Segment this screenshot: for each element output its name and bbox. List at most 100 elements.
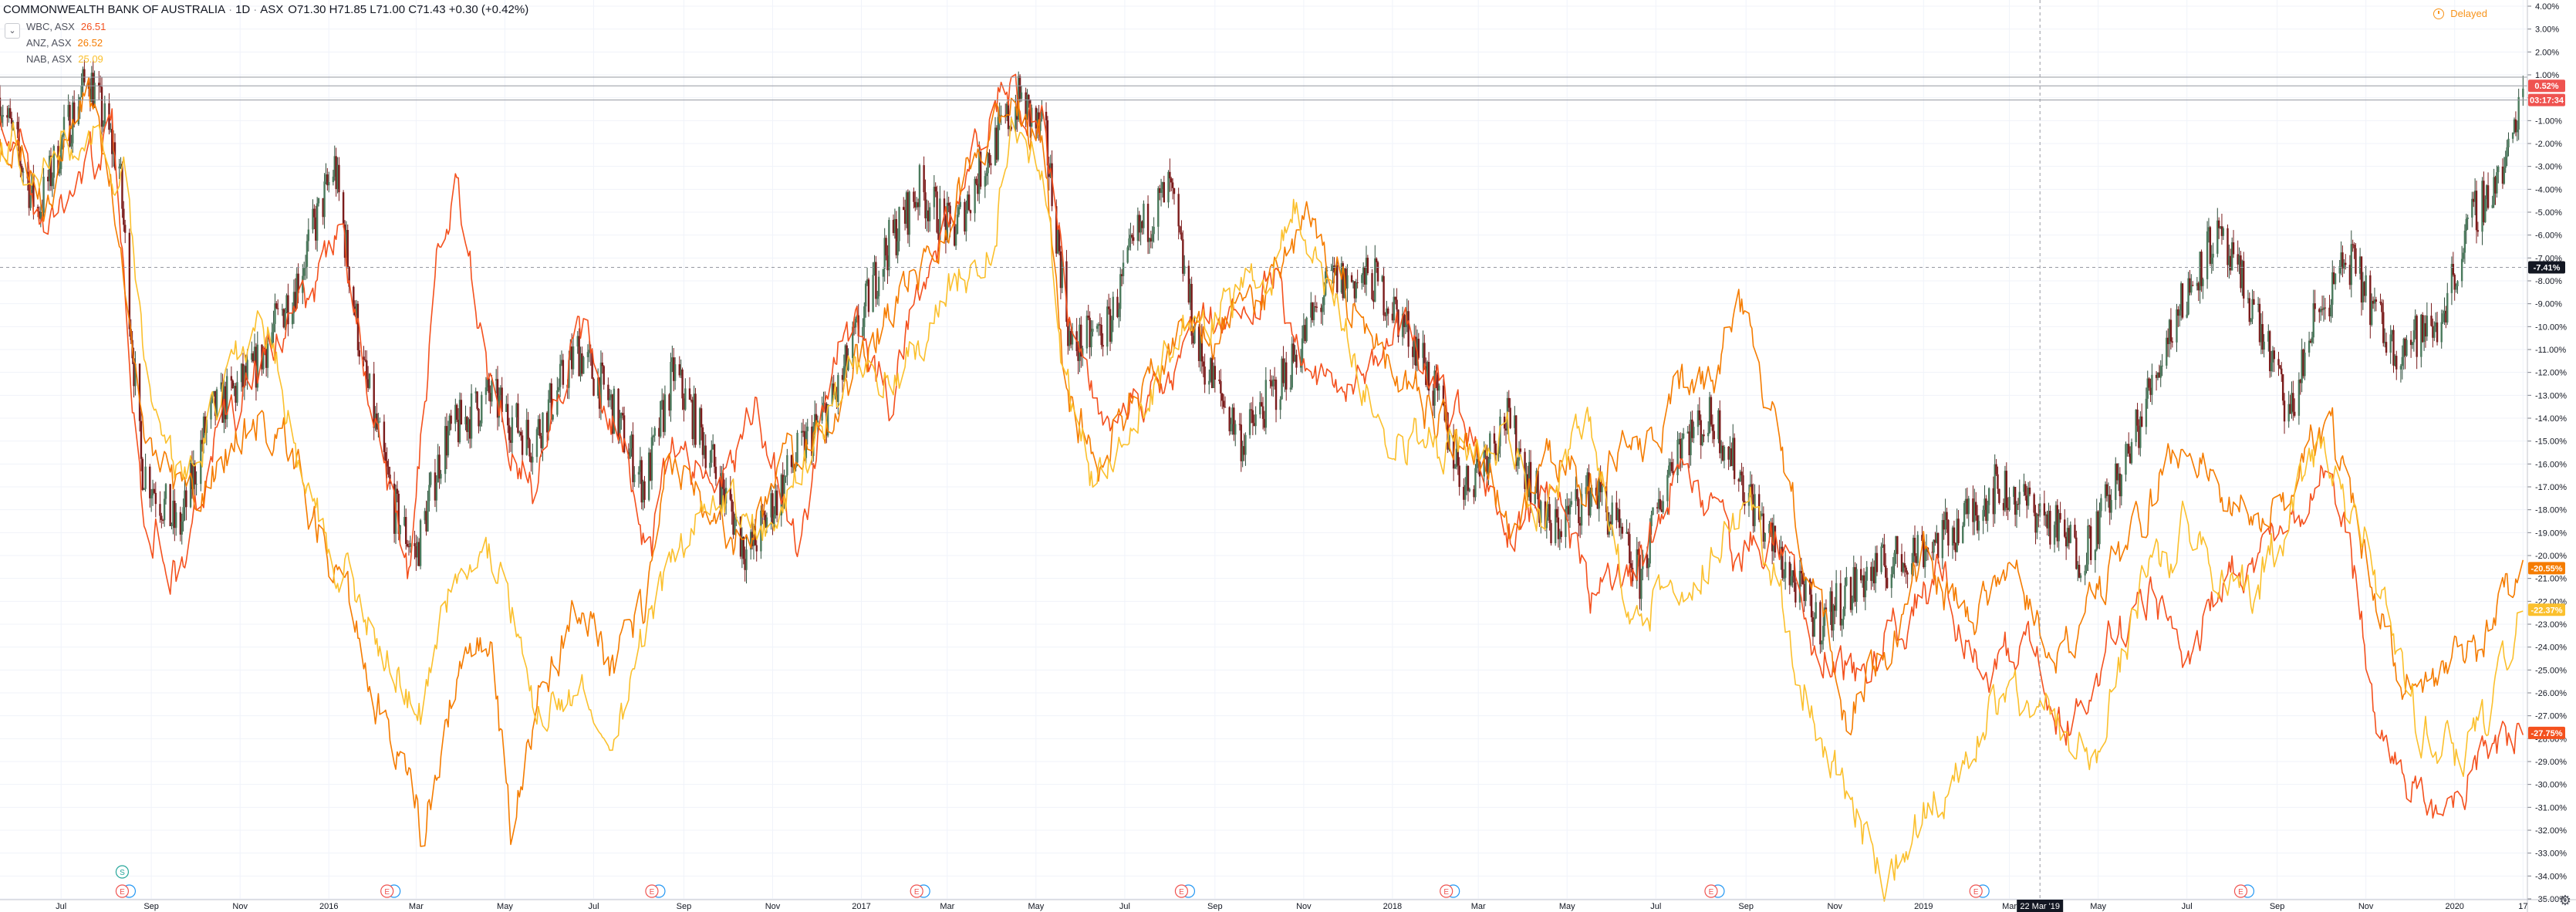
- candle-body: [1576, 489, 1578, 499]
- series-line-wbc: [0, 73, 2524, 819]
- candle-body: [134, 363, 137, 387]
- candle-body: [1865, 566, 1868, 581]
- candle-body: [2394, 356, 2396, 366]
- candle-body: [1314, 306, 1317, 308]
- y-tick-label: -17.00%: [2535, 483, 2567, 492]
- candle-body: [1264, 380, 1268, 428]
- candle-body: [803, 431, 806, 458]
- candle-body: [2314, 303, 2316, 309]
- earnings-marker[interactable]: [910, 884, 923, 898]
- candle-body: [552, 414, 554, 420]
- candle-body: [2399, 366, 2402, 370]
- candle-body: [60, 137, 62, 170]
- settings-gear-icon[interactable]: ⚙: [2558, 893, 2571, 908]
- candle-body: [1412, 346, 1414, 357]
- candle-body: [998, 115, 1001, 117]
- price-axis[interactable]: 4.00%3.00%2.00%1.00%0.00%-1.00%-2.00%-3.…: [2527, 0, 2567, 912]
- candle-body: [1701, 434, 1703, 446]
- earnings-marker[interactable]: [1969, 884, 1983, 898]
- candle-body: [528, 439, 531, 457]
- candle-body: [785, 475, 787, 478]
- candle-body: [1819, 602, 1821, 645]
- candle-body: [1474, 468, 1477, 498]
- candle-body: [1361, 275, 1363, 283]
- earnings-marker[interactable]: [645, 884, 659, 898]
- candle-body: [1998, 488, 2000, 503]
- earnings-marker[interactable]: [115, 884, 130, 898]
- candle-body: [2027, 487, 2030, 506]
- earnings-marker[interactable]: [1704, 884, 1718, 898]
- candle-body: [1080, 324, 1082, 357]
- candle-body: [2171, 341, 2174, 343]
- candle-body: [328, 181, 330, 186]
- legend-row-0[interactable]: WBC, ASX 26.51: [3, 21, 528, 32]
- candle-body: [2216, 220, 2219, 254]
- candle-body: [2119, 473, 2122, 497]
- legend-row-1[interactable]: ANZ, ASX 26.52: [3, 37, 528, 49]
- candle-body: [1579, 522, 1582, 526]
- candle-body: [287, 295, 289, 325]
- candle-body: [2075, 537, 2078, 569]
- legend-collapse-button[interactable]: ⌄: [5, 23, 20, 39]
- legend-row-2[interactable]: NAB, ASX 25.09: [3, 53, 528, 65]
- candle-body: [1578, 498, 1580, 523]
- candle-body: [102, 123, 105, 127]
- candle-body: [663, 394, 667, 432]
- earnings-marker[interactable]: [2233, 884, 2248, 898]
- candle-body: [0, 117, 3, 123]
- candle-body: [2494, 177, 2497, 194]
- split-marker-label: S: [120, 869, 125, 877]
- symbol-name[interactable]: COMMONWEALTH BANK OF AUSTRALIA: [3, 3, 226, 16]
- candle-body: [1698, 410, 1701, 421]
- candle-body: [1160, 189, 1163, 193]
- candle-body: [703, 445, 706, 455]
- earnings-marker[interactable]: [380, 884, 394, 898]
- candle-body: [2219, 226, 2222, 228]
- candle-body: [1112, 296, 1114, 320]
- delayed-status[interactable]: Delayed: [2433, 8, 2487, 19]
- candle-body: [409, 542, 412, 547]
- candle-body: [816, 421, 819, 423]
- candle-body: [150, 495, 153, 498]
- x-tick-label: 17: [2518, 902, 2527, 911]
- candle-body: [121, 164, 123, 209]
- candle-body: [2141, 416, 2143, 427]
- candle-body: [1365, 258, 1368, 285]
- candle-body: [559, 363, 562, 387]
- y-tick-label: -23.00%: [2535, 620, 2567, 630]
- interval-label[interactable]: 1D: [235, 3, 251, 16]
- candle-body: [1558, 531, 1561, 539]
- candle-body: [335, 156, 337, 190]
- candle-body: [498, 395, 501, 418]
- candle-body: [1839, 583, 1842, 626]
- candle-body: [1363, 267, 1366, 285]
- earnings-marker[interactable]: [1174, 884, 1189, 898]
- candle-body: [596, 377, 599, 396]
- candle-body: [1983, 498, 1986, 510]
- candle-body: [2445, 310, 2447, 323]
- time-axis[interactable]: Jul Sep Nov 2016 Mar May Jul Sep Nov 2017 Mar May Ju…: [0, 899, 2576, 911]
- candle-body: [732, 512, 734, 535]
- candle-body: [474, 391, 477, 394]
- earnings-marker-label: E: [1973, 888, 1979, 897]
- candle-body: [1598, 478, 1600, 509]
- candle-body: [632, 434, 634, 482]
- candle-body: [1637, 549, 1639, 556]
- price-badge-4-bg: [2528, 726, 2565, 739]
- candle-body: [1669, 461, 1672, 466]
- candle-body: [2455, 285, 2457, 290]
- earnings-marker[interactable]: [1440, 884, 1453, 898]
- candle-body: [1982, 509, 1984, 522]
- candle-body: [2059, 512, 2061, 520]
- candle-body: [1913, 537, 1916, 556]
- candle-body: [2516, 129, 2518, 133]
- candle-body: [1110, 319, 1113, 342]
- candle-body: [2358, 256, 2362, 274]
- candle-body: [1058, 229, 1061, 252]
- split-marker[interactable]: [115, 865, 130, 879]
- event-markers[interactable]: E S E E E E E E E E: [115, 865, 2255, 898]
- candle-body: [1243, 446, 1245, 455]
- candle-body: [2108, 495, 2111, 513]
- candle-body: [1210, 358, 1214, 389]
